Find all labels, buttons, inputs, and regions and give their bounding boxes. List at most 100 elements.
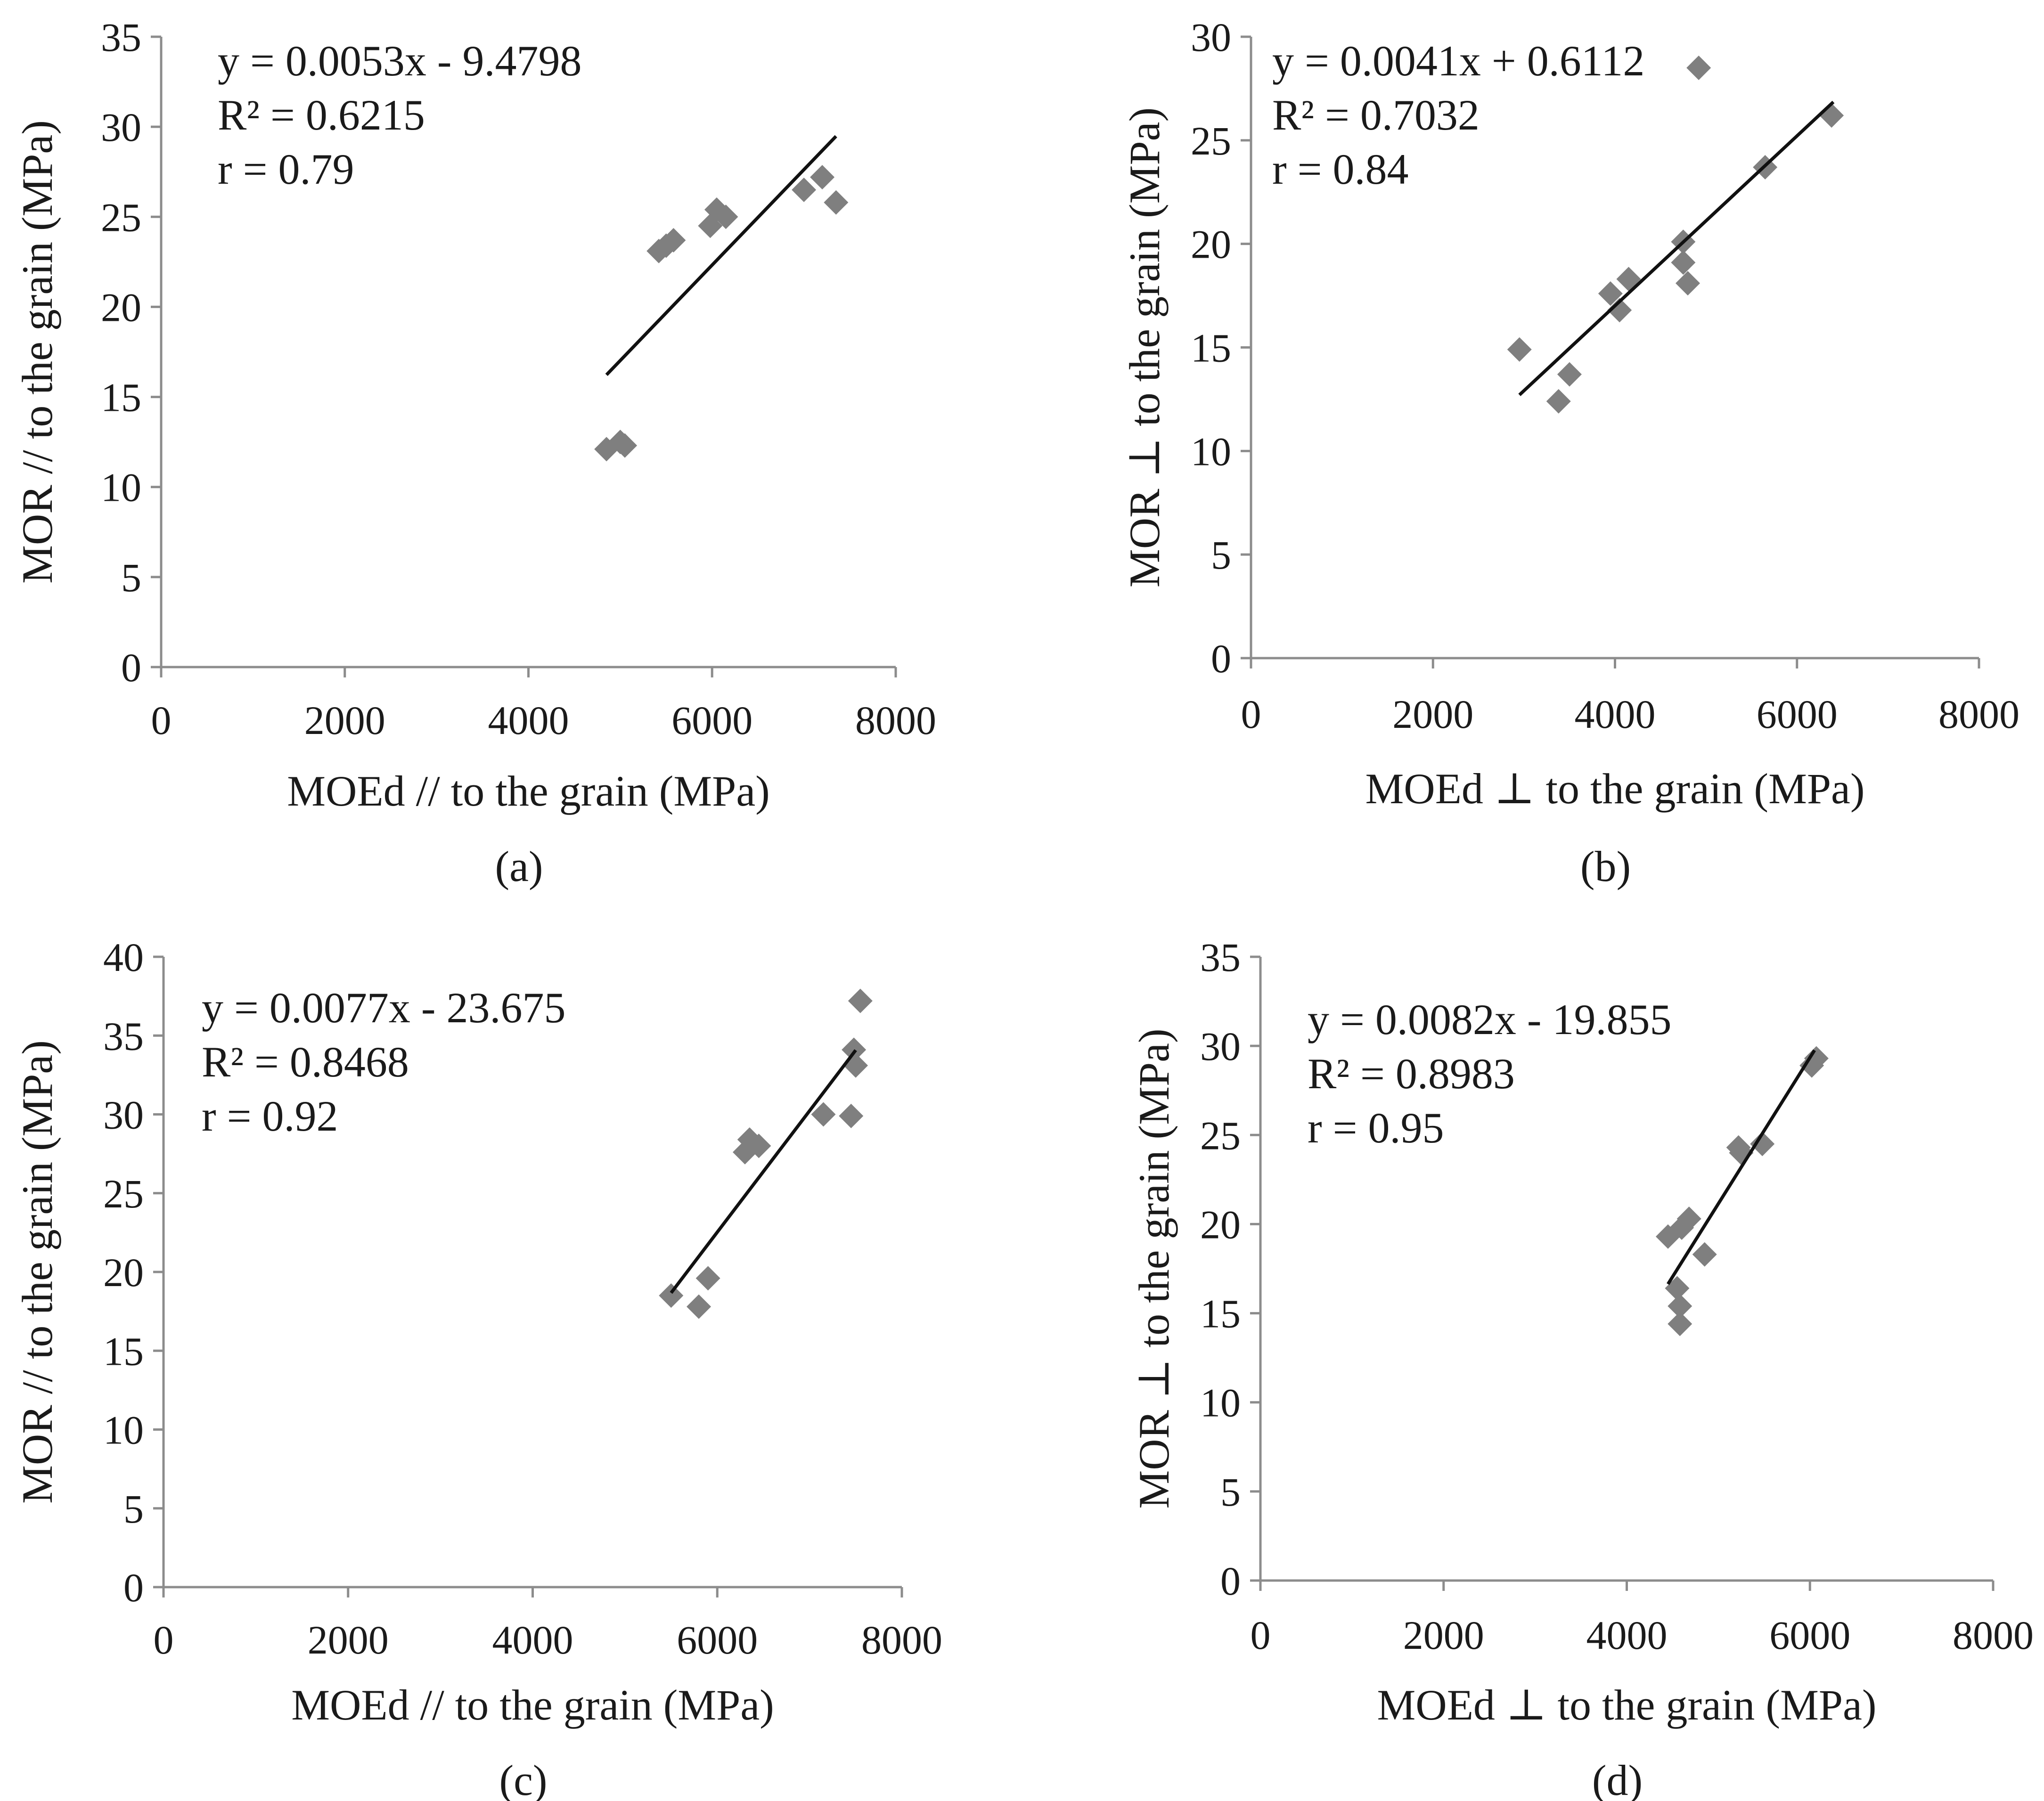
y-tick-label-c: 20: [103, 1250, 144, 1295]
data-point-a: [824, 190, 849, 215]
x-tick-label-d: 0: [1251, 1613, 1271, 1658]
panel-label-a: (a): [495, 842, 543, 890]
y-axis-title-d: MOR ⊥ to the grain (MPa): [1130, 1028, 1178, 1508]
r-squared-b: R² = 0.7032: [1272, 91, 1480, 139]
y-tick-label-d: 10: [1200, 1380, 1241, 1426]
y-tick-label-c: 25: [103, 1171, 144, 1216]
y-tick-label-c: 35: [103, 1013, 144, 1059]
x-axis-title-a: MOEd // to the grain (MPa): [287, 767, 770, 815]
x-tick-label-a: 8000: [855, 698, 936, 743]
equation-d: y = 0.0082x - 19.855: [1308, 995, 1672, 1043]
y-tick-label-a: 10: [101, 465, 141, 510]
chart-panel-d: y = 0.0082x - 19.855 R² = 0.8983 r = 0.9…: [1130, 935, 2034, 1801]
y-tick-label-b: 15: [1191, 326, 1231, 371]
trendline-b: [1518, 100, 1835, 396]
data-point-b: [1607, 298, 1632, 323]
trendline-c: [670, 1049, 857, 1294]
chart-panel-b: y = 0.0041x + 0.6112 R² = 0.7032 r = 0.8…: [1120, 15, 2019, 890]
data-point-c: [687, 1294, 711, 1319]
data-point-c: [811, 1102, 836, 1127]
y-tick-label-c: 40: [103, 935, 144, 980]
trendline-d: [1667, 1049, 1816, 1285]
y-tick-label-a: 15: [101, 375, 141, 420]
equation-a: y = 0.0053x - 9.4798: [218, 37, 582, 85]
data-point-b: [1616, 267, 1641, 292]
r-squared-c: R² = 0.8468: [202, 1038, 409, 1086]
r-squared-a: R² = 0.6215: [218, 91, 425, 139]
x-tick-label-d: 8000: [1953, 1613, 2034, 1658]
equation-c: y = 0.0077x - 23.675: [202, 984, 566, 1032]
x-tick-label-c: 0: [154, 1617, 174, 1662]
x-tick-label-d: 6000: [1769, 1613, 1850, 1658]
x-axis-title-d: MOEd ⊥ to the grain (MPa): [1377, 1681, 1876, 1729]
data-point-d: [1668, 1312, 1692, 1336]
x-tick-label-d: 2000: [1403, 1613, 1484, 1658]
x-tick-label-c: 2000: [308, 1617, 389, 1662]
data-point-c: [839, 1103, 864, 1128]
x-tick-label-b: 2000: [1392, 692, 1473, 737]
data-point-b: [1819, 103, 1844, 128]
y-axis-title-c: MOR // to the grain (MPa): [13, 1040, 61, 1504]
x-tick-label-c: 6000: [677, 1617, 758, 1662]
x-tick-label-b: 4000: [1575, 692, 1656, 737]
data-point-a: [713, 204, 738, 229]
x-tick-label-c: 4000: [492, 1617, 573, 1662]
r-value-a: r = 0.79: [218, 145, 354, 193]
equation-b: y = 0.0041x + 0.6112: [1272, 37, 1644, 85]
data-point-a: [661, 228, 686, 253]
y-tick-label-d: 35: [1200, 935, 1241, 980]
chart-panel-c: y = 0.0077x - 23.675 R² = 0.8468 r = 0.9…: [13, 935, 942, 1801]
x-tick-label-a: 6000: [671, 698, 752, 743]
data-point-c: [659, 1283, 684, 1308]
data-point-d: [1804, 1046, 1829, 1071]
data-point-d: [1692, 1242, 1717, 1267]
y-tick-label-b: 10: [1191, 429, 1231, 474]
panel-label-d: (d): [1592, 1756, 1643, 1801]
data-point-d: [1750, 1132, 1775, 1157]
y-tick-label-a: 30: [101, 105, 141, 150]
y-tick-label-c: 30: [103, 1092, 144, 1138]
y-tick-label-d: 30: [1200, 1024, 1241, 1069]
y-tick-label-a: 5: [121, 555, 141, 600]
data-point-b: [1557, 362, 1582, 387]
trendline-a: [605, 135, 837, 376]
y-tick-label-d: 5: [1220, 1469, 1241, 1515]
data-point-d: [1676, 1206, 1701, 1231]
panel-label-c: (c): [499, 1756, 547, 1801]
x-tick-label-a: 2000: [304, 698, 385, 743]
data-point-c: [843, 1053, 868, 1078]
y-tick-label-d: 0: [1220, 1558, 1241, 1604]
y-tick-label-a: 0: [121, 645, 141, 690]
data-point-c: [842, 1037, 867, 1062]
data-point-b: [1671, 250, 1696, 275]
y-tick-label-c: 0: [123, 1565, 144, 1610]
r-value-b: r = 0.84: [1272, 145, 1409, 193]
x-axis-title-c: MOEd // to the grain (MPa): [291, 1681, 774, 1729]
y-tick-label-d: 25: [1200, 1113, 1241, 1158]
data-point-b: [1676, 271, 1700, 296]
y-tick-label-d: 15: [1200, 1291, 1241, 1336]
x-tick-label-a: 4000: [488, 698, 569, 743]
x-tick-label-b: 0: [1241, 692, 1261, 737]
data-point-b: [1598, 281, 1623, 306]
r-value-d: r = 0.95: [1308, 1104, 1444, 1152]
data-point-a: [646, 238, 671, 263]
y-tick-label-b: 25: [1191, 118, 1231, 163]
y-tick-label-b: 20: [1191, 222, 1231, 267]
y-tick-label-a: 20: [101, 285, 141, 330]
r-squared-d: R² = 0.8983: [1308, 1050, 1515, 1098]
y-tick-label-a: 25: [101, 195, 141, 240]
y-tick-label-b: 30: [1191, 15, 1231, 60]
data-point-b: [1507, 337, 1532, 362]
y-tick-label-a: 35: [101, 15, 141, 60]
y-tick-label-c: 5: [123, 1486, 144, 1532]
y-axis-title-a: MOR // to the grain (MPa): [13, 120, 61, 584]
y-tick-label-d: 20: [1200, 1202, 1241, 1247]
data-point-d: [1668, 1294, 1692, 1319]
x-tick-label-d: 4000: [1586, 1613, 1668, 1658]
data-point-a: [810, 165, 835, 190]
x-tick-label-a: 0: [151, 698, 172, 743]
y-tick-label-b: 5: [1211, 532, 1231, 578]
y-axis-title-b: MOR ⊥ to the grain (MPa): [1120, 107, 1169, 587]
data-point-c: [848, 988, 873, 1013]
